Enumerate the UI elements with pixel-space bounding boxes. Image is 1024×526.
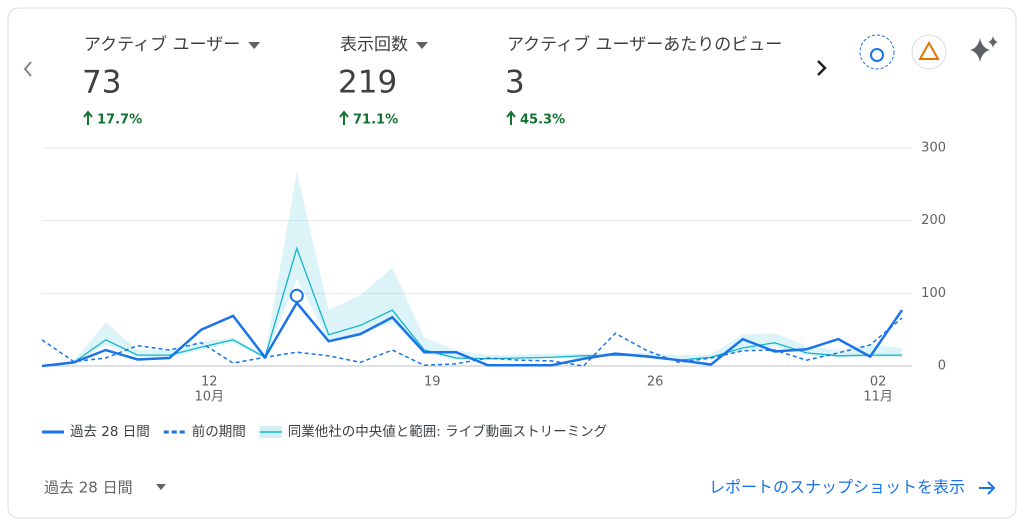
change-arrow bbox=[83, 110, 93, 125]
x-tick-sublabel: 10月 bbox=[194, 390, 224, 405]
y-tick-label: 200 bbox=[921, 213, 946, 228]
series-line bbox=[41, 300, 904, 368]
x-tick-label: 12 bbox=[201, 375, 218, 390]
metric-change: 45.3% bbox=[520, 113, 565, 128]
link-arrow[interactable] bbox=[979, 481, 996, 495]
badge-icon[interactable] bbox=[859, 34, 895, 70]
metric-title[interactable]: アクティブ ユーザーあたりのビュー bbox=[507, 34, 782, 55]
metric-dropdown[interactable] bbox=[416, 42, 428, 49]
metric-change: 17.7% bbox=[97, 113, 142, 128]
prev-arrow[interactable] bbox=[23, 61, 32, 77]
badge-icon-inner bbox=[870, 48, 884, 62]
warning-triangle bbox=[918, 40, 940, 60]
benchmark-range bbox=[73, 171, 902, 364]
metric-value: 219 bbox=[338, 65, 397, 101]
change-arrow bbox=[339, 110, 349, 125]
legend-label: 前の期間 bbox=[192, 423, 246, 440]
warning-icon[interactable] bbox=[911, 34, 947, 70]
metric-value: 3 bbox=[505, 65, 525, 101]
metric-value: 73 bbox=[82, 65, 121, 101]
x-tick-sublabel: 11月 bbox=[863, 390, 893, 405]
insights-icon[interactable] bbox=[970, 36, 998, 62]
y-tick-label: 100 bbox=[921, 286, 946, 301]
legend-label: 過去 28 日間 bbox=[70, 424, 150, 440]
x-tick-label: 26 bbox=[647, 375, 664, 390]
y-tick-label: 0 bbox=[938, 359, 946, 374]
next-arrow[interactable] bbox=[817, 60, 827, 76]
series-line bbox=[41, 317, 903, 367]
highlight-point bbox=[289, 288, 304, 303]
metric-title[interactable]: 表示回数 bbox=[340, 35, 408, 55]
metric-change: 71.1% bbox=[353, 113, 398, 128]
period-selector[interactable]: 過去 28 日間 bbox=[44, 479, 133, 497]
period-dropdown-arrow[interactable] bbox=[156, 484, 166, 490]
x-tick-label: 19 bbox=[424, 375, 441, 390]
x-tick-label: 02 bbox=[870, 375, 887, 390]
change-arrow bbox=[506, 110, 516, 125]
metric-title[interactable]: アクティブ ユーザー bbox=[84, 34, 240, 55]
legend-label: 同業他社の中央値と範囲: ライブ動画ストリーミング bbox=[288, 423, 607, 440]
snapshot-link[interactable]: レポートのスナップショットを表示 bbox=[709, 478, 965, 497]
card bbox=[7, 7, 1017, 519]
y-tick-label: 300 bbox=[921, 141, 946, 156]
metric-dropdown[interactable] bbox=[248, 42, 261, 49]
